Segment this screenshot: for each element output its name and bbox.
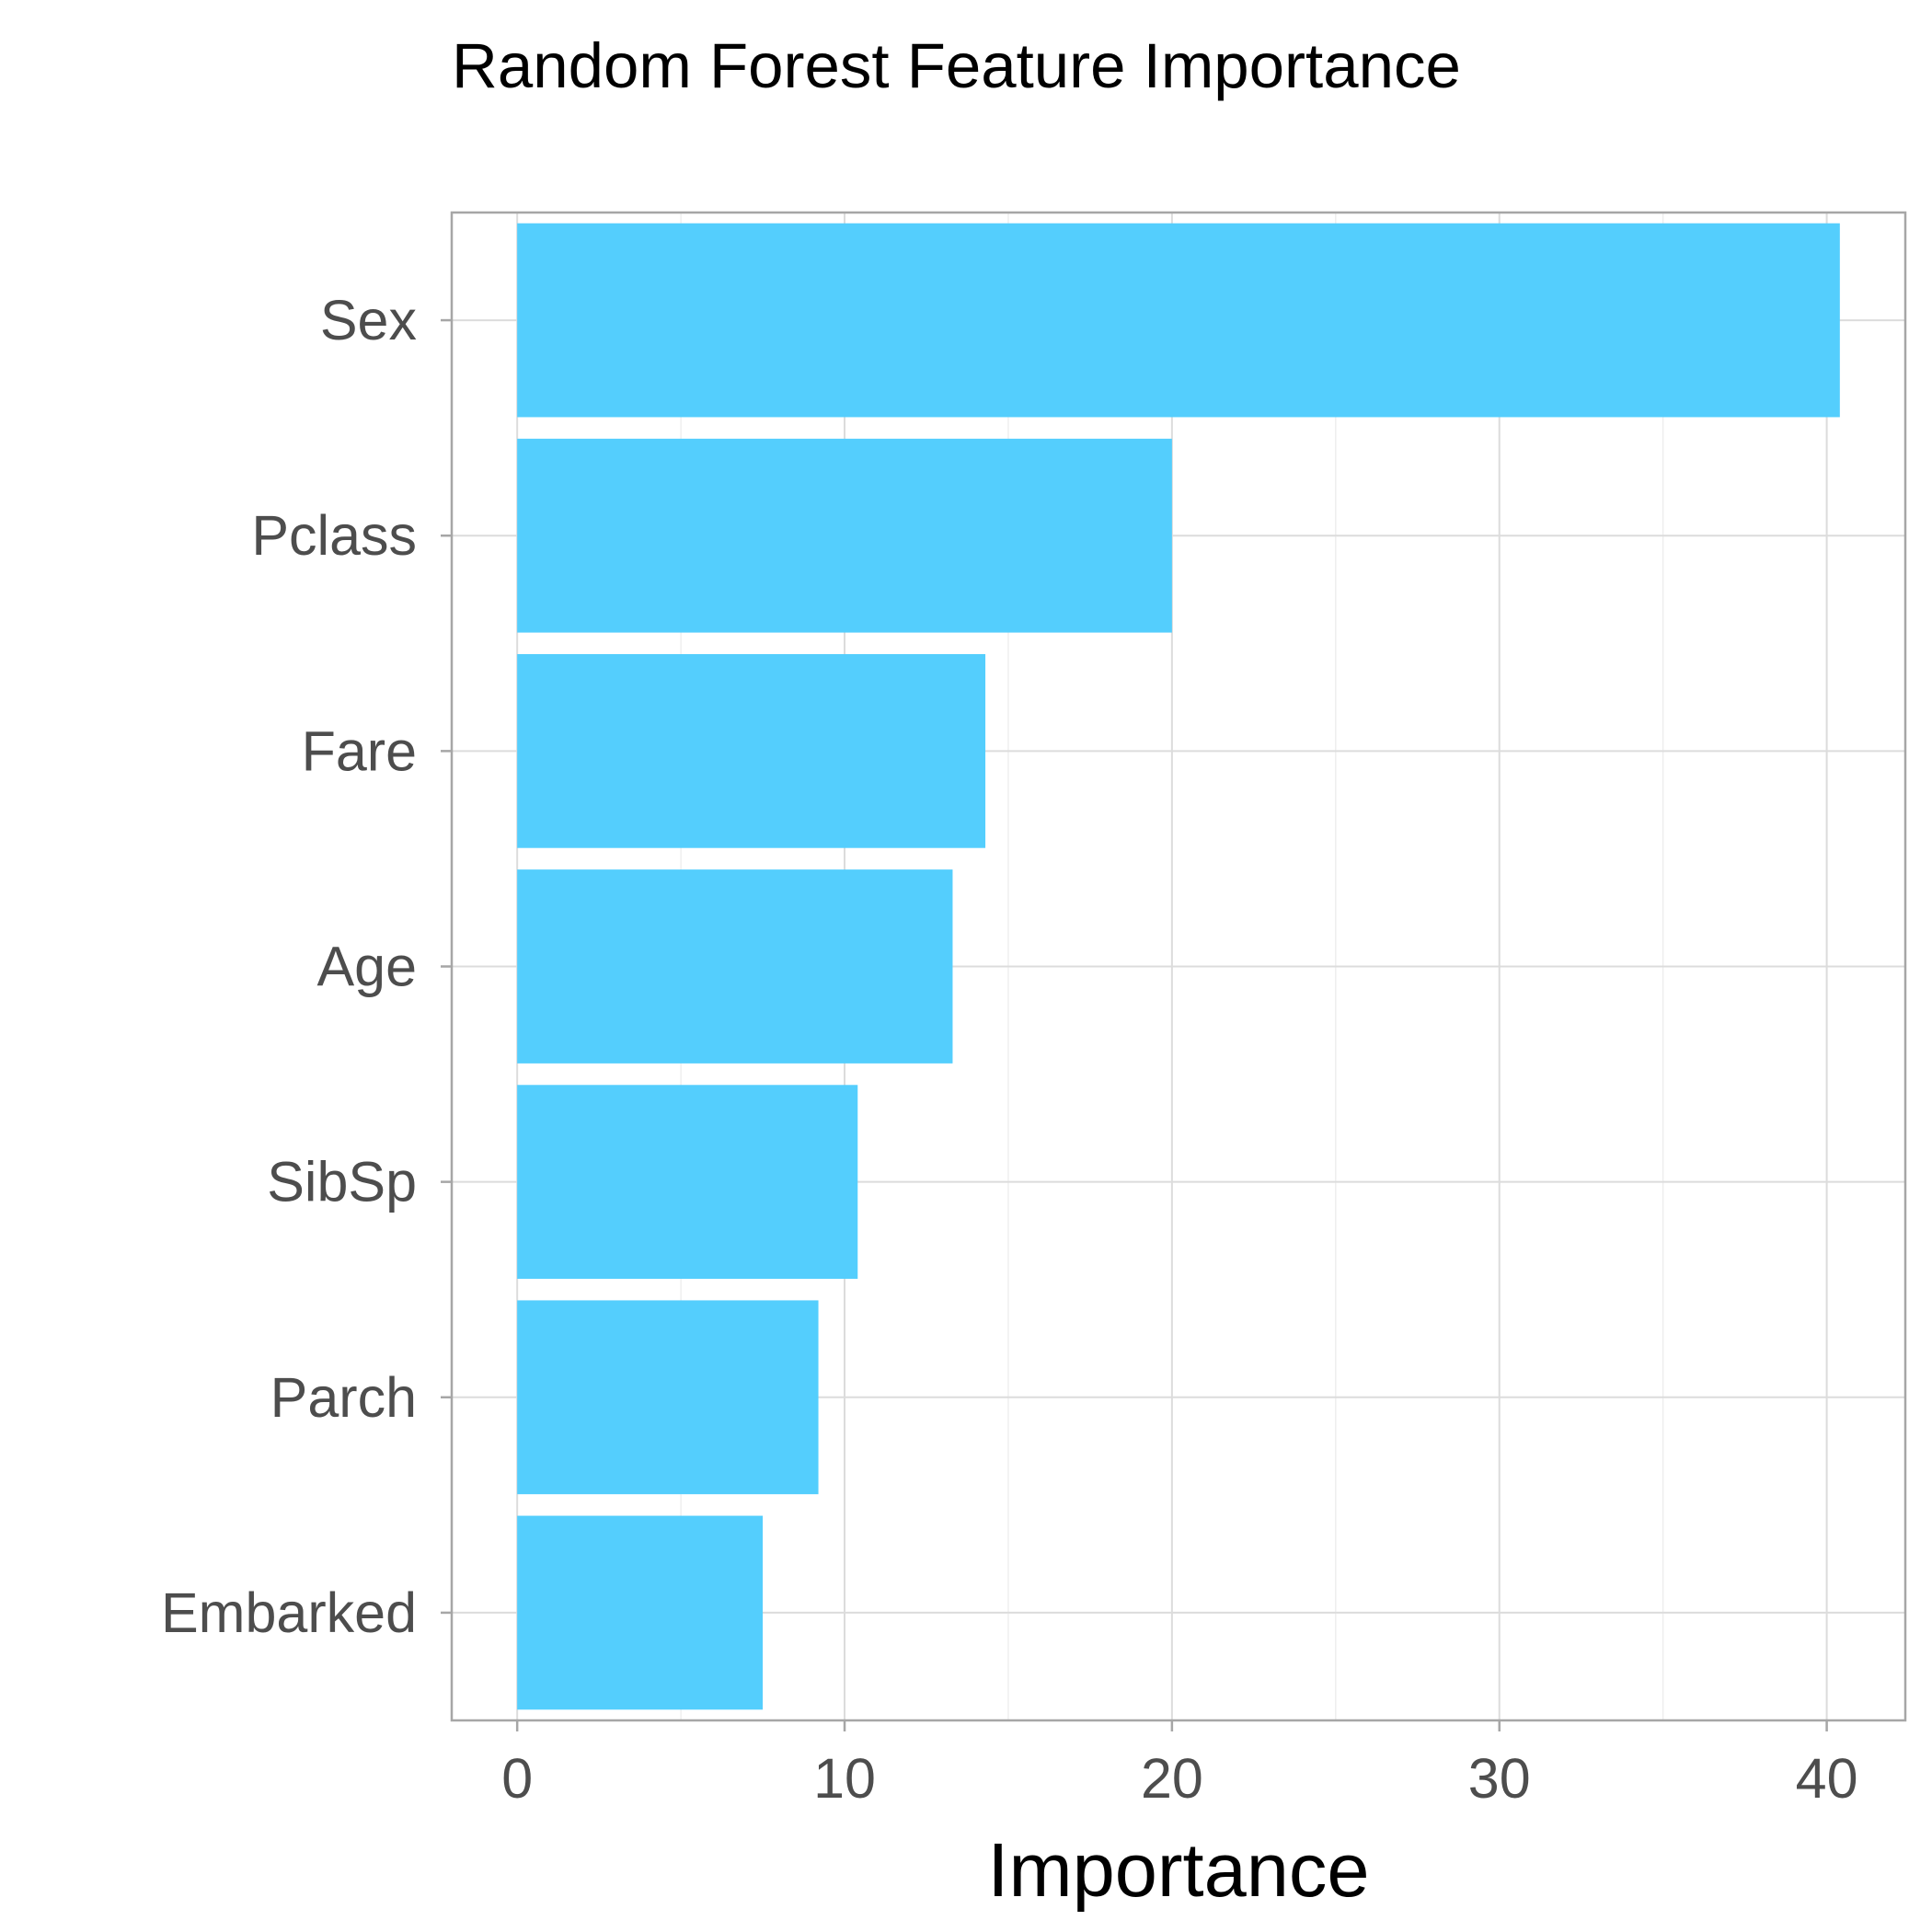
bar-sibsp <box>517 1085 858 1280</box>
bar-fare <box>517 653 986 848</box>
y-tick-label: Fare <box>302 719 417 782</box>
x-tick-label: 10 <box>813 1747 876 1810</box>
bar-parch <box>517 1300 819 1495</box>
x-axis: 0 10 20 30 40 <box>501 1720 1858 1810</box>
x-tick-label: 20 <box>1141 1747 1203 1810</box>
y-tick-label: Pclass <box>251 504 417 567</box>
bar-age <box>517 869 953 1064</box>
bar-pclass <box>517 438 1172 633</box>
y-tick-label: Sex <box>320 289 417 351</box>
y-tick-label: Embarked <box>161 1581 417 1644</box>
x-tick-label: 0 <box>501 1747 533 1810</box>
x-tick-label: 40 <box>1796 1747 1858 1810</box>
bar-sex <box>517 223 1840 418</box>
bar-embarked <box>517 1515 764 1710</box>
x-tick-label: 30 <box>1468 1747 1531 1810</box>
y-axis: Sex Pclass Fare Age SibSp Parch Embarked <box>161 289 452 1644</box>
y-tick-label: Parch <box>270 1366 417 1429</box>
bars <box>517 223 1840 1710</box>
y-tick-label: SibSp <box>267 1151 417 1213</box>
chart-title: Random Forest Feature Importance <box>452 30 1461 101</box>
x-axis-title: Importance <box>987 1827 1369 1913</box>
y-tick-label: Age <box>316 936 417 998</box>
